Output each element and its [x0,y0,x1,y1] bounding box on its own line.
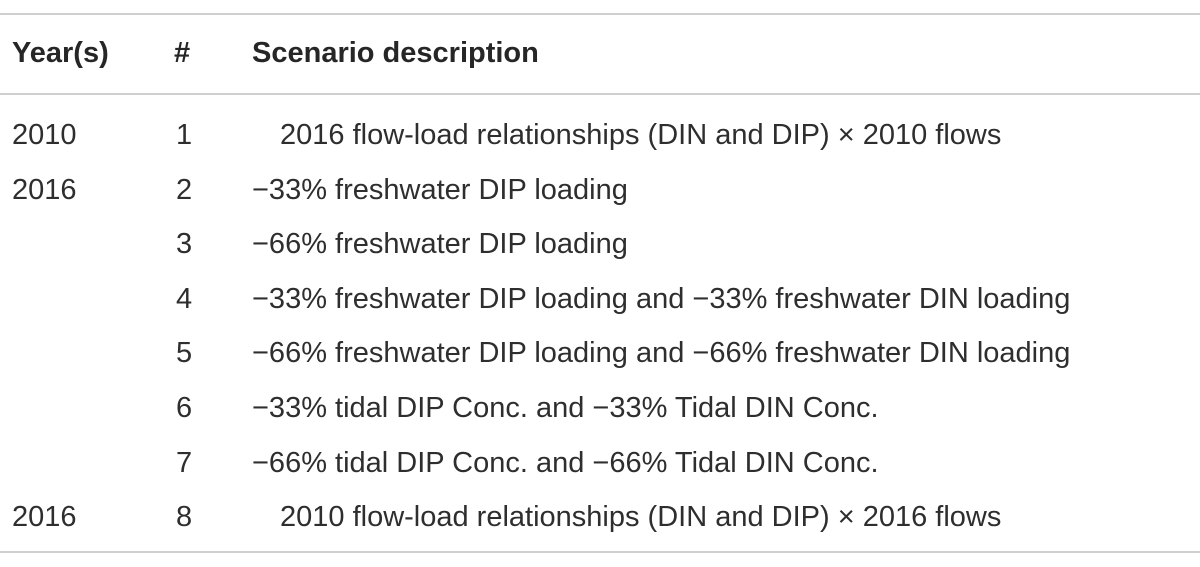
table-row: 6 −33% tidal DIP Conc. and −33% Tidal DI… [0,381,1200,436]
cell-description: −66% freshwater DIP loading [252,228,628,261]
cell-number: 3 [176,228,193,261]
cell-description: −33% tidal DIP Conc. and −33% Tidal DIN … [252,391,879,424]
table-top-rule [0,13,1200,15]
table-row: 4 −33% freshwater DIP loading and −33% f… [0,272,1200,327]
cell-year: 2010 [12,119,77,151]
table-body: 2010 1 2016 flow-load relationships (DIN… [0,108,1200,545]
cell-year: 2016 [12,501,77,534]
table-row: 3 −66% freshwater DIP loading [0,217,1200,272]
cell-description: −66% tidal DIP Conc. and −66% Tidal DIN … [252,446,879,479]
header-description: Scenario description [252,37,539,69]
cell-description: 2016 flow-load relationships (DIN and DI… [280,119,1002,151]
cell-number: 4 [176,282,193,315]
cell-description: −33% freshwater DIP loading and −33% fre… [252,282,1071,315]
cell-description: −33% freshwater DIP loading [252,173,628,206]
table-row: 2016 2 −33% freshwater DIP loading [0,163,1200,218]
table-row: 7 −66% tidal DIP Conc. and −66% Tidal DI… [0,436,1200,491]
table-header-row: Year(s) # Scenario description [0,28,1200,78]
cell-number: 7 [176,446,193,479]
cell-description: −66% freshwater DIP loading and −66% fre… [252,337,1071,370]
header-number: # [174,37,191,69]
cell-description: 2010 flow-load relationships (DIN and DI… [280,501,1002,534]
cell-number: 8 [176,501,193,534]
header-year: Year(s) [12,37,109,69]
table-bottom-rule [0,551,1200,553]
table-row: 5 −66% freshwater DIP loading and −66% f… [0,326,1200,381]
cell-number: 1 [176,119,193,151]
table-row: 2010 1 2016 flow-load relationships (DIN… [0,108,1200,163]
cell-number: 2 [176,173,193,206]
table-row: 2016 8 2010 flow-load relationships (DIN… [0,490,1200,545]
cell-year: 2016 [12,173,77,206]
cell-number: 6 [176,391,193,424]
table-header-rule [0,93,1200,95]
cell-number: 5 [176,337,193,370]
